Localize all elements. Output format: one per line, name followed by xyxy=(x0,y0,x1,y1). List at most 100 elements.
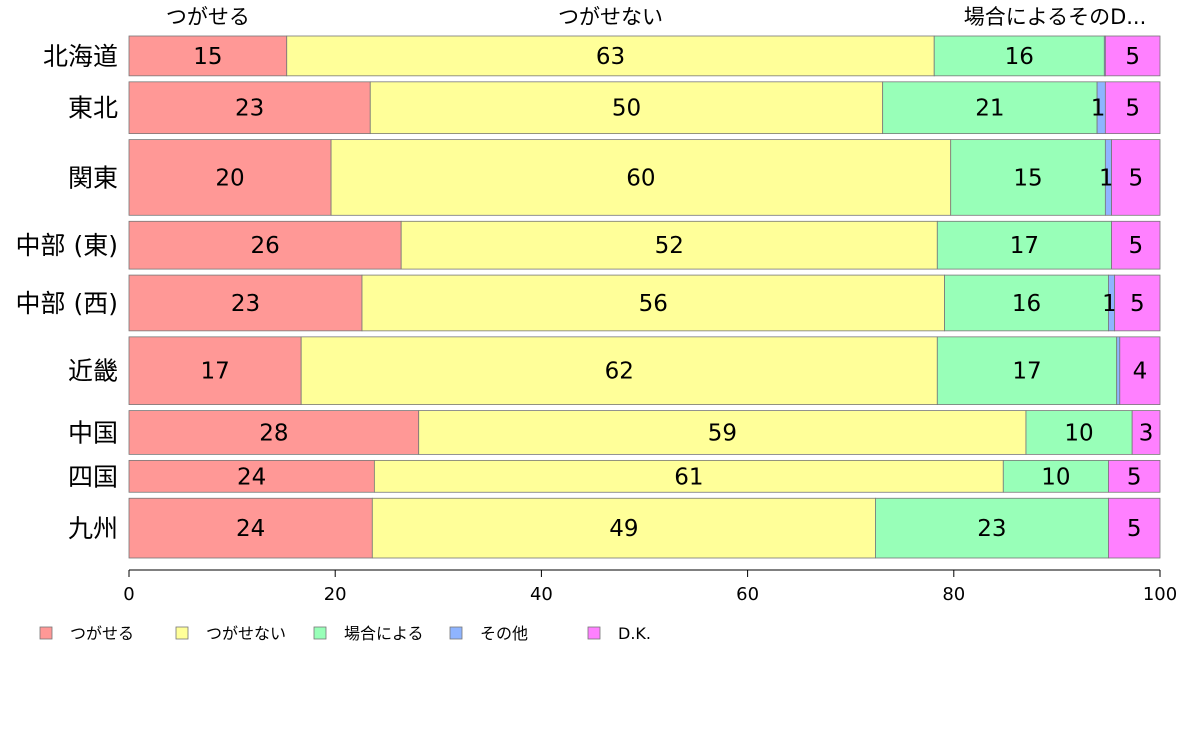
bar-segment xyxy=(950,139,1106,216)
bar-segment xyxy=(128,410,420,455)
bar-segment xyxy=(361,274,945,332)
bar-value-label: 20 xyxy=(215,165,244,191)
bar-segment xyxy=(418,410,1027,455)
bar-value-label: 5 xyxy=(1128,233,1143,259)
bar-value-label: 24 xyxy=(236,516,265,542)
bar-segment xyxy=(128,336,302,405)
bar-value-label: 17 xyxy=(1010,233,1039,259)
legend-swatch xyxy=(587,626,601,640)
bar-value-label: 56 xyxy=(639,291,668,317)
bar-segment xyxy=(400,220,938,270)
top-series-label: 場合によるそのD... xyxy=(964,5,1147,29)
bar-value-label: 15 xyxy=(1013,165,1042,191)
top-series-label: つがせない xyxy=(558,5,663,29)
bar-segment xyxy=(936,220,1112,270)
legend: つがせる つがせない 場合による その他 D.K. xyxy=(39,624,651,643)
category-label: 九州 xyxy=(68,514,118,543)
x-tick-label: 60 xyxy=(736,584,759,605)
bar-value-label: 59 xyxy=(708,420,737,446)
bar-value-label: 1 xyxy=(1091,96,1106,122)
x-tick-label: 0 xyxy=(123,584,134,605)
bar-segment xyxy=(128,274,363,332)
category-label: 中部 (東) xyxy=(16,231,118,260)
bar-value-label: 1 xyxy=(1099,165,1114,191)
bar-value-label: 24 xyxy=(237,464,266,490)
bar-value-label: 28 xyxy=(259,420,288,446)
bar-value-label: 5 xyxy=(1125,96,1140,122)
bar-value-label: 21 xyxy=(975,96,1004,122)
bar-segment xyxy=(882,81,1098,135)
bar-value-label: 1 xyxy=(1102,291,1117,317)
bar-segment xyxy=(128,220,402,270)
bar-segment xyxy=(369,81,884,135)
category-label: 関東 xyxy=(68,163,118,192)
top-labels: つがせる つがせない 場合によるそのD... xyxy=(166,5,1146,29)
bar-segment xyxy=(1116,336,1121,405)
bar-value-label: 50 xyxy=(612,96,641,122)
bar-segment xyxy=(300,336,938,405)
legend-swatch xyxy=(39,626,53,640)
bar-segment xyxy=(933,35,1105,77)
bar-segment xyxy=(128,497,373,559)
bar-segment xyxy=(128,139,332,216)
bar-value-label: 5 xyxy=(1127,464,1142,490)
legend-label: つがせない xyxy=(206,624,286,643)
bar-segment xyxy=(128,81,371,135)
x-tick-label: 20 xyxy=(324,584,347,605)
category-label: 中部 (西) xyxy=(16,289,118,318)
bar-segment xyxy=(1111,139,1161,216)
bar-value-label: 63 xyxy=(596,44,625,70)
bar-value-label: 5 xyxy=(1128,165,1143,191)
legend-label: 場合による xyxy=(344,624,424,643)
bar-value-label: 10 xyxy=(1064,420,1093,446)
bar-segment xyxy=(1104,35,1161,77)
legend-label: その他 xyxy=(480,624,528,643)
bar-segment xyxy=(128,459,375,493)
bar-value-label: 5 xyxy=(1127,516,1142,542)
bar-segment xyxy=(1025,410,1133,455)
bar-segment xyxy=(1119,336,1161,405)
x-tick-label: 100 xyxy=(1143,584,1177,605)
bar-value-label: 3 xyxy=(1139,420,1154,446)
bar-segment xyxy=(1108,459,1161,493)
x-axis: 0 20 40 60 80 100 xyxy=(123,569,1177,605)
bars: 15 63 16 523 50 21 1 520 60 15 1 526 52 17 523 56 16 1 517… xyxy=(128,35,1161,559)
category-label: 近畿 xyxy=(68,357,118,386)
bar-segment xyxy=(875,497,1109,559)
legend-label: D.K. xyxy=(618,624,651,643)
bar-value-label: 17 xyxy=(1012,359,1041,385)
bar-value-label: 5 xyxy=(1125,44,1140,70)
bar-value-label: 17 xyxy=(200,359,229,385)
bar-segment xyxy=(1114,274,1161,332)
top-series-label: つがせる xyxy=(166,5,250,29)
x-tick-label: 40 xyxy=(530,584,553,605)
legend-swatch xyxy=(175,626,189,640)
bar-value-label: 61 xyxy=(674,464,703,490)
category-label: 中国 xyxy=(68,418,118,447)
legend-swatch xyxy=(449,626,463,640)
bar-value-label: 16 xyxy=(1005,44,1034,70)
bar-segment xyxy=(1108,497,1161,559)
bar-value-label: 23 xyxy=(235,96,264,122)
bar-value-label: 16 xyxy=(1012,291,1041,317)
bar-value-label: 49 xyxy=(609,516,638,542)
bar-value-label: 23 xyxy=(231,291,260,317)
bar-segment xyxy=(1104,81,1161,135)
bar-value-label: 26 xyxy=(250,233,279,259)
category-label: 四国 xyxy=(68,462,118,491)
category-label: 東北 xyxy=(68,94,118,123)
bar-segment xyxy=(128,35,288,77)
bar-segment xyxy=(330,139,952,216)
bar-value-label: 52 xyxy=(655,233,684,259)
x-tick-label: 80 xyxy=(942,584,965,605)
bar-value-label: 10 xyxy=(1041,464,1070,490)
legend-label: つがせる xyxy=(70,624,134,643)
bar-segment xyxy=(1111,220,1161,270)
bar-segment xyxy=(936,336,1118,405)
bar-segment xyxy=(373,459,1004,493)
bar-segment xyxy=(1131,410,1161,455)
bar-value-label: 4 xyxy=(1133,359,1148,385)
bar-value-label: 23 xyxy=(977,516,1006,542)
